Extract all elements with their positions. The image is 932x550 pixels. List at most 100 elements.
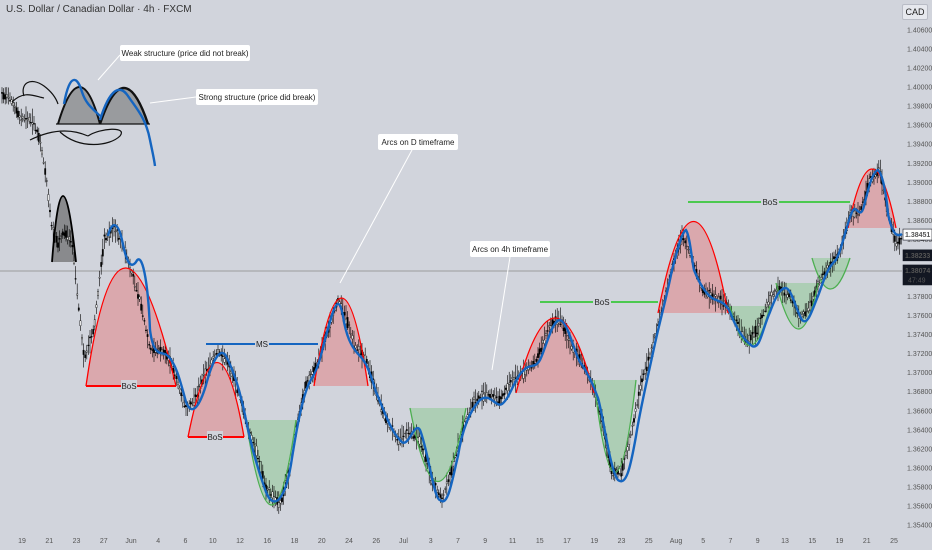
bos-label-1: BoS [121,382,136,391]
candle-body [181,395,184,404]
candle-body [178,387,181,390]
candle-body [311,371,314,375]
candle-body [801,313,803,317]
candle-body [69,241,72,243]
candle-body [36,129,39,133]
arcs-4h-callout-text: Arcs on 4h timeframe [472,245,549,254]
countdown-text: 47:49 [908,277,926,284]
red-arc-4 [515,317,595,394]
candle-body [874,174,877,177]
candle-body [441,497,443,499]
candle-body [610,471,613,475]
currency-button[interactable]: CAD [902,4,928,20]
price-axis[interactable]: 1.40600 1.40400 1.40200 1.40000 1.39800 1.396… [907,28,932,530]
red-arc-6 [847,168,897,229]
candle-body [44,168,47,175]
candle-body [108,236,111,238]
y-tick-label: 1.36600 [907,408,932,415]
y-tick-label: 1.36800 [907,389,932,396]
candle-body [857,214,859,216]
candle-body [708,289,711,292]
y-tick-label: 1.38600 [907,218,932,225]
candle-body [85,350,88,353]
candle-body [81,337,83,340]
candle-body [5,94,8,98]
candle-body [55,235,58,243]
callout-boxes: Weak structure (price did not break) Str… [120,45,550,257]
y-tick-label: 1.37000 [907,370,932,377]
candle-body [9,100,11,102]
candle-body [719,295,722,300]
candle-body [445,481,448,485]
candle-body [420,446,423,448]
candle-body [148,344,151,346]
candle-body [183,405,186,408]
candle-body [807,307,810,312]
y-tick-label: 1.38400 [907,237,932,244]
candle-body [149,347,152,350]
x-tick-label: 15 [808,538,816,545]
candle-body [229,371,232,374]
candle-body [631,425,634,427]
candle-body [493,395,496,400]
black-arc-left [51,195,77,263]
price-label-text: 1.38074 [905,268,930,275]
candle-body [562,327,565,332]
x-tick-label: 20 [318,538,326,545]
arcs-d-callout-box [378,134,458,150]
candle-body [271,491,274,499]
x-tick-label: 18 [291,538,299,545]
red-zone-1 [86,268,176,386]
candle-body [87,344,90,347]
x-tick-label: 10 [209,538,217,545]
candle-body [213,354,216,356]
green-arc-5 [775,282,819,330]
x-tick-label: 25 [645,538,653,545]
candle-body [492,394,495,398]
candle-body [685,245,688,248]
candle-body [434,483,437,486]
candle-body [277,502,280,508]
candle-body [223,358,226,363]
candle-body [805,310,808,313]
candle-body [23,119,26,121]
candle-body [281,497,283,502]
candle-body [637,391,640,396]
candle-body [145,329,147,331]
candle-body [42,162,45,164]
time-axis[interactable]: 19 21 23 27 Jun 4 6 10 12 16 18 20 24 26 Jul 3 7 9 11 15 17 1… [18,538,898,545]
structure-sketch [11,78,157,167]
candle-body [626,446,629,451]
candle-body [537,353,539,358]
x-tick-label: 21 [863,538,871,545]
candle-body [236,389,239,393]
candle-body [421,448,424,451]
y-tick-label: 1.36400 [907,427,932,434]
candle-body [570,346,573,350]
candle-body [749,334,752,341]
x-tick-label: 27 [100,538,108,545]
candle-body [34,129,37,132]
candle-body [4,94,7,100]
candle-body [511,377,514,379]
x-tick-label: 23 [73,538,81,545]
red-arc-3 [313,297,369,387]
candle-body [257,458,259,460]
candle-body [791,301,794,304]
chart-title: U.S. Dollar / Canadian Dollar · 4h · FXC… [6,4,192,15]
candle-body [52,227,55,230]
candle-body [173,374,176,376]
candle-body [612,475,615,477]
candle-body [189,401,192,405]
candle-body [140,303,143,311]
candle-body [765,302,768,308]
x-tick-label: 6 [184,538,188,545]
y-tick-label: 1.40600 [907,28,932,35]
candle-body [714,294,717,297]
candle-body [545,333,547,336]
candle-body [567,339,570,341]
x-tick-label: 13 [781,538,789,545]
candle-body [41,150,43,155]
y-tick-label: 1.36200 [907,446,932,453]
